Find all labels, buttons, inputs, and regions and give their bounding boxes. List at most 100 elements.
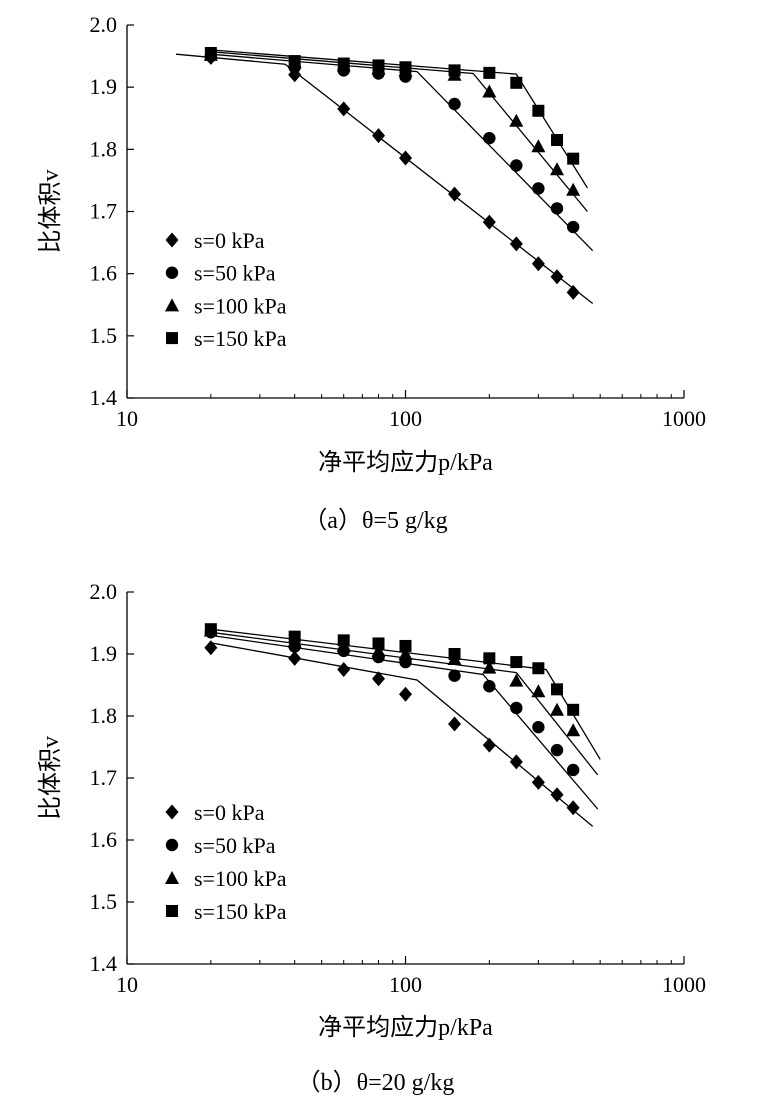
data-point [204, 623, 217, 636]
data-point [566, 763, 580, 777]
data-point [509, 673, 524, 687]
data-point [448, 97, 461, 111]
data-point [550, 269, 564, 285]
legend-marker [165, 266, 179, 279]
data-point [531, 139, 546, 153]
data-point [204, 640, 218, 656]
data-point [372, 128, 386, 144]
legend-marker [165, 804, 179, 820]
data-point [448, 64, 461, 77]
data-point [482, 84, 497, 98]
y-tick-label: 1.9 [90, 641, 118, 666]
y-tick-label: 2.0 [90, 12, 118, 37]
data-point [550, 162, 565, 176]
data-point [399, 61, 412, 74]
fit-line [210, 634, 599, 810]
y-tick-label: 1.7 [90, 765, 118, 790]
y-tick-label: 1.4 [90, 951, 118, 976]
data-point [399, 150, 412, 166]
fit-line [210, 49, 588, 189]
data-point [448, 186, 462, 202]
x-axis-label: 净平均应力p/kPa [318, 449, 493, 476]
data-point [371, 643, 386, 657]
data-point [448, 669, 461, 682]
legend-marker [165, 232, 179, 248]
data-point [550, 743, 564, 757]
y-tick-label: 1.6 [90, 261, 118, 286]
data-point [532, 662, 545, 675]
data-point [566, 182, 581, 196]
legend-label: s=150 kPa [194, 326, 287, 351]
data-point [483, 680, 496, 693]
data-point [448, 648, 461, 660]
data-point [372, 59, 385, 72]
y-tick-label: 1.7 [90, 199, 118, 224]
y-tick-label: 1.4 [90, 385, 118, 410]
legend-label: s=150 kPa [194, 899, 287, 924]
data-point [509, 754, 523, 770]
data-point [510, 76, 523, 89]
data-point [550, 202, 564, 215]
data-point [567, 152, 580, 165]
data-point [551, 134, 564, 147]
x-tick-label: 1000 [662, 972, 706, 997]
data-point [566, 284, 580, 300]
legend-marker [166, 332, 178, 345]
data-point [337, 634, 350, 647]
legend-label: s=0 kPa [194, 228, 265, 253]
x-tick-label: 1000 [662, 406, 706, 431]
y-tick-label: 1.9 [90, 74, 118, 99]
data-point [372, 671, 386, 687]
x-axis-label: 净平均应力p/kPa [318, 1014, 493, 1041]
legend-marker [165, 838, 179, 852]
data-point [337, 662, 351, 677]
y-tick-label: 2.0 [90, 579, 118, 604]
fit-line [210, 642, 594, 827]
y-axis-label: 比体积v [37, 736, 64, 820]
data-point [510, 159, 523, 172]
data-point [509, 113, 524, 127]
data-point [337, 101, 351, 117]
data-point [567, 703, 580, 716]
data-point [482, 214, 496, 230]
data-point [372, 637, 385, 650]
data-point [510, 656, 523, 669]
data-point [482, 737, 496, 753]
x-tick-label: 100 [389, 972, 422, 997]
y-tick-label: 1.8 [90, 703, 118, 728]
data-point [510, 701, 523, 715]
data-point [288, 650, 302, 666]
chart-panel-b: 2.0 1.9 1.8 1.7 1.6 1.5 1.410 100 1000 净平均应力p/kPa… [37, 579, 706, 1096]
legend-marker [165, 871, 179, 884]
x-tick-label: 100 [389, 406, 422, 431]
y-tick-label: 1.5 [90, 323, 118, 348]
data-point [509, 236, 523, 252]
data-point [483, 652, 496, 665]
y-tick-label: 1.8 [90, 136, 118, 161]
data-point [337, 57, 350, 70]
data-point [532, 182, 545, 195]
data-point [531, 256, 545, 272]
legend-marker [166, 905, 178, 917]
data-point [288, 630, 301, 643]
chart-panel-a: 2.0 1.9 1.8 1.7 1.6 1.5 1.410 100 1000 净平均应力p/kPa… [37, 12, 706, 534]
data-point [566, 220, 580, 234]
data-point [550, 702, 565, 716]
y-tick-label: 1.5 [90, 889, 118, 914]
data-point [550, 787, 564, 803]
y-axis-label: 比体积v [37, 170, 64, 254]
data-point [531, 684, 546, 698]
data-point [483, 131, 496, 145]
data-point [448, 716, 462, 732]
data-point [482, 660, 497, 674]
data-point [532, 720, 545, 734]
data-point [204, 46, 217, 59]
fit-line [210, 628, 601, 760]
legend-label: s=0 kPa [194, 800, 265, 825]
legend-marker [165, 298, 179, 312]
x-tick-label: 10 [116, 972, 138, 997]
data-point [531, 774, 545, 790]
data-point [483, 66, 496, 79]
figure-caption: （a）θ=5 g/kg [303, 508, 447, 534]
